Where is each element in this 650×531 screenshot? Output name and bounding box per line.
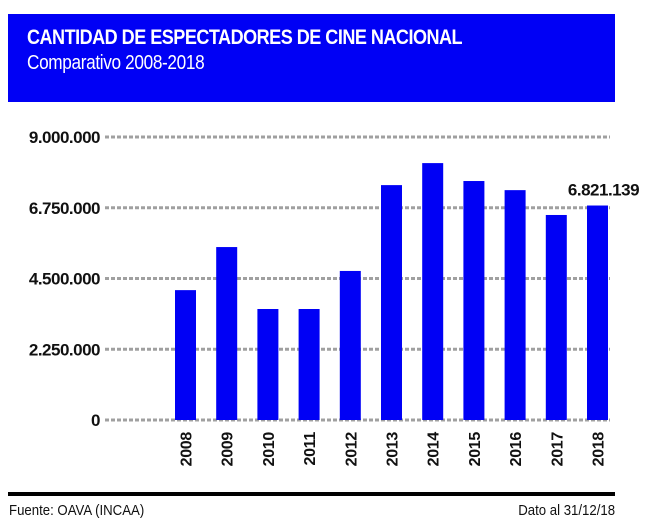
x-tick-label: 2010 bbox=[261, 432, 278, 467]
bar-2008 bbox=[175, 290, 196, 420]
bar-2016 bbox=[504, 190, 526, 420]
data-label-2018: 6.821.139 bbox=[568, 181, 639, 200]
y-tick-label: 2.250.000 bbox=[29, 340, 100, 359]
y-tick-label: 6.750.000 bbox=[29, 199, 100, 218]
x-axis-ticks: 2008 2009 2010 2011 2012 2013 2014 2015 2016 2017… bbox=[179, 432, 608, 467]
bar-2012 bbox=[339, 270, 361, 420]
bar-2013 bbox=[381, 185, 402, 420]
bar-2011 bbox=[298, 309, 320, 420]
footer-divider bbox=[8, 492, 615, 496]
chart-title: CANTIDAD DE ESPECTADORES DE CINE NACIONA… bbox=[27, 26, 463, 49]
x-tick-label: 2013 bbox=[385, 432, 402, 467]
x-tick-label: 2012 bbox=[343, 432, 360, 467]
x-tick-label: 2008 bbox=[179, 432, 196, 467]
y-tick-label: 9.000.000 bbox=[29, 128, 100, 147]
x-tick-label: 2009 bbox=[220, 432, 237, 467]
bar-2014 bbox=[422, 163, 444, 421]
bars bbox=[175, 163, 608, 421]
bar-2009 bbox=[216, 247, 238, 420]
bar-2017 bbox=[545, 214, 567, 420]
bar-2018 bbox=[587, 205, 608, 420]
chart-header: CANTIDAD DE ESPECTADORES DE CINE NACIONA… bbox=[8, 14, 615, 102]
x-tick-label: 2015 bbox=[467, 432, 484, 467]
x-tick-label: 2017 bbox=[549, 432, 566, 467]
x-tick-label: 2016 bbox=[508, 432, 525, 467]
x-tick-label: 2014 bbox=[426, 432, 443, 467]
data-labels: 6.821.139 bbox=[568, 181, 640, 200]
x-tick-label: 2011 bbox=[302, 432, 319, 466]
y-tick-label: 4.500.000 bbox=[29, 270, 100, 289]
date-note: Dato al 31/12/18 bbox=[518, 502, 615, 519]
bar-chart: 0 2.250.000 4.500.000 6.750.000 9.000.000 20… bbox=[29, 128, 640, 467]
x-tick-label: 2018 bbox=[591, 432, 608, 467]
chart-subtitle: Comparativo 2008-2018 bbox=[27, 52, 205, 74]
y-axis-ticks: 0 2.250.000 4.500.000 6.750.000 9.000.000 bbox=[29, 128, 101, 430]
bar-2010 bbox=[257, 309, 279, 420]
bar-2015 bbox=[463, 181, 485, 420]
source-note: Fuente: OAVA (INCAA) bbox=[9, 502, 145, 519]
y-tick-label: 0 bbox=[91, 411, 100, 430]
